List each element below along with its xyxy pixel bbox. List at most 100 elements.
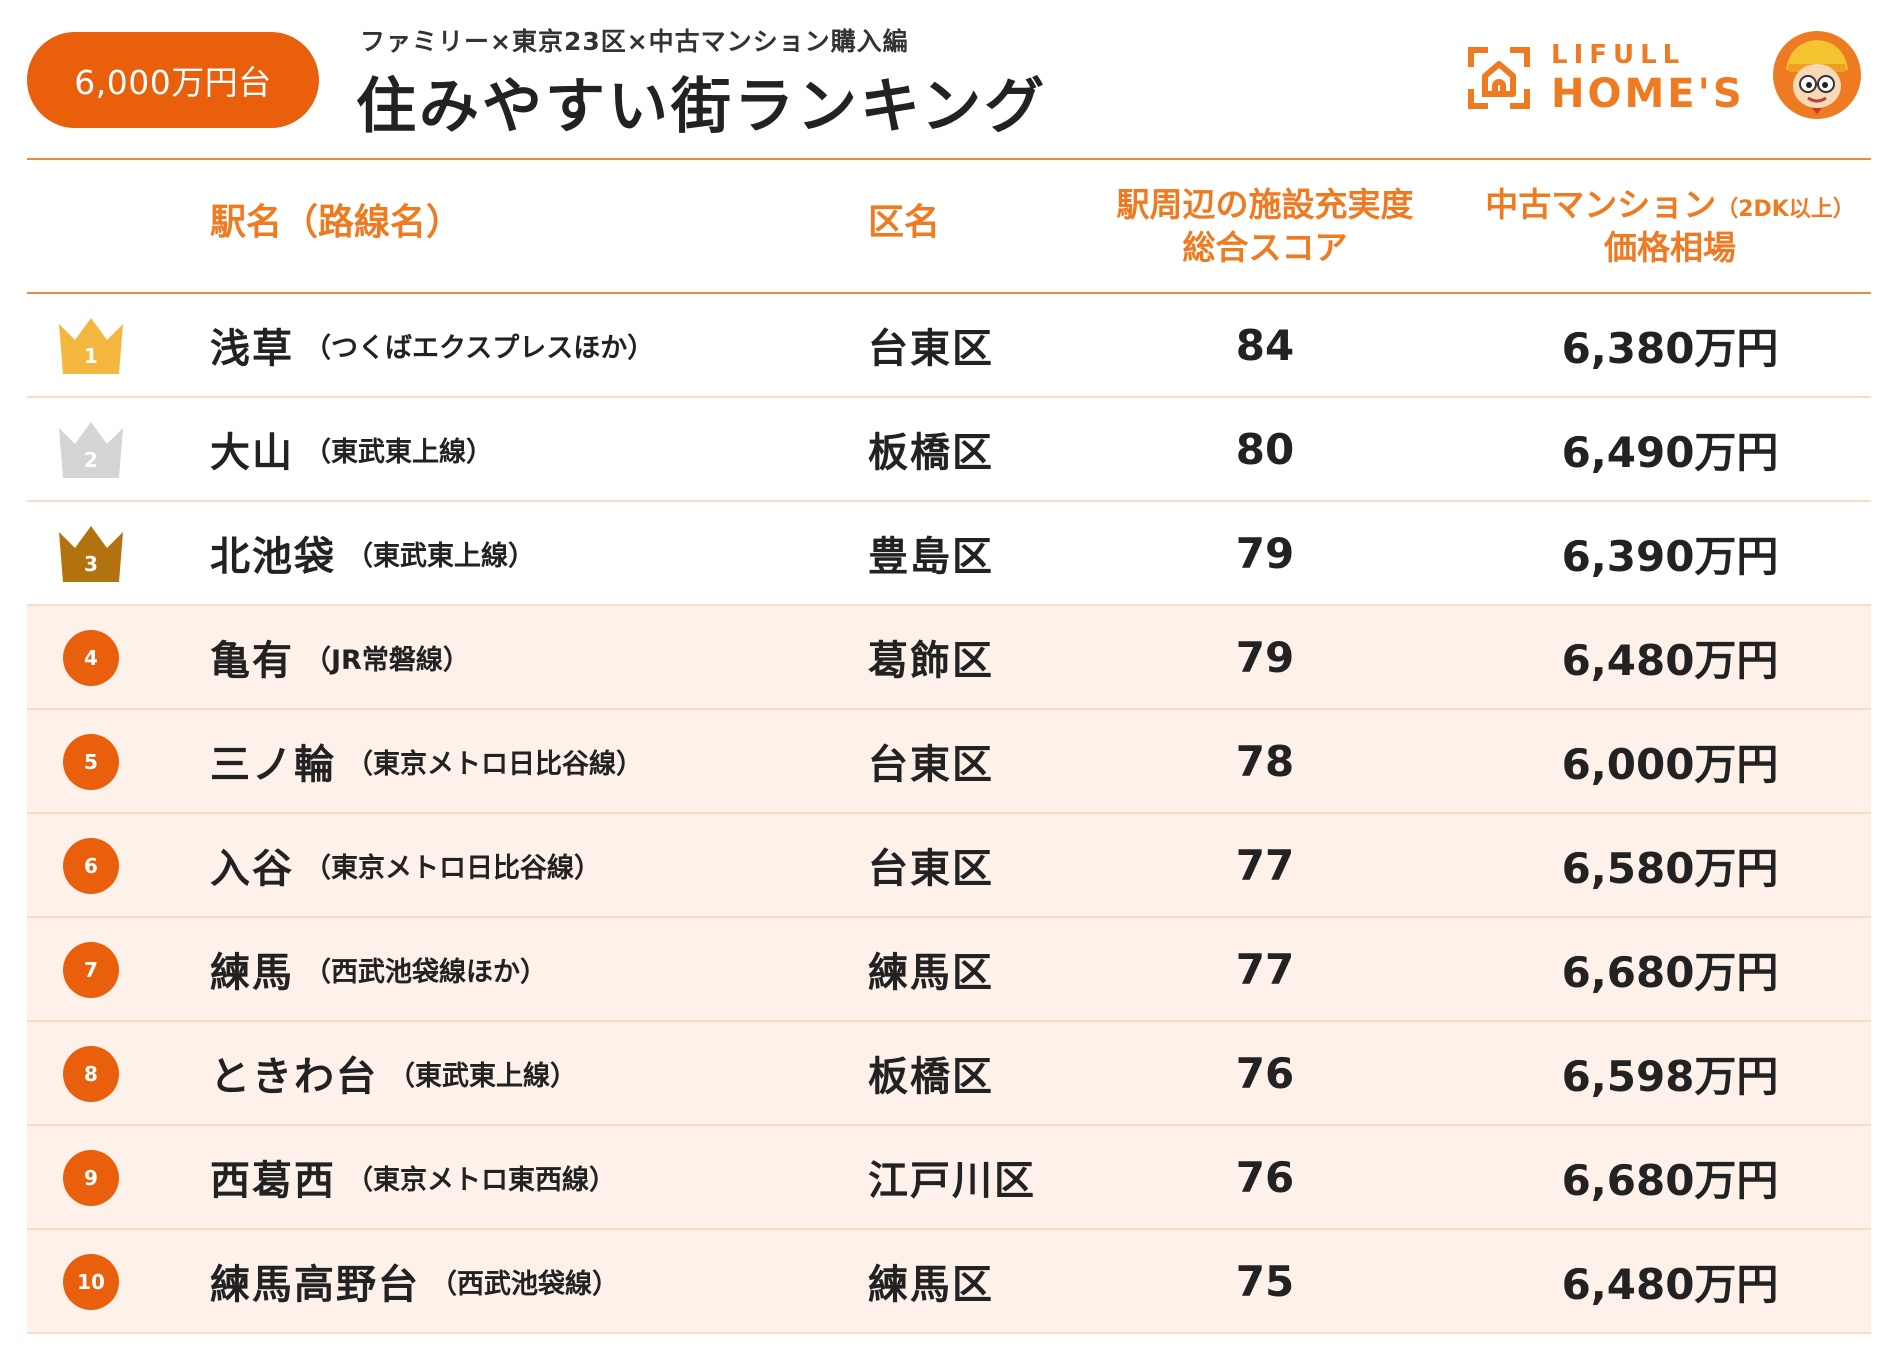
logo-text-homes: HOME'S xyxy=(1551,71,1745,117)
station-cell: 浅草 （つくばエクスプレスほか） xyxy=(210,294,654,396)
station-cell: 大山 （東武東上線） xyxy=(210,398,493,500)
ward-name: 豊島区 xyxy=(868,534,994,580)
facility-score: 77 xyxy=(1235,944,1295,994)
railway-line: （東京メトロ東西線） xyxy=(346,1164,616,1196)
rank-marker: 9 xyxy=(55,1146,127,1210)
ward-name: 葛飾区 xyxy=(868,638,994,684)
column-header-score-line1: 駅周辺の施設充実度 xyxy=(1116,185,1414,224)
rank-marker: 8 xyxy=(55,1042,127,1106)
price-value: 6,598万円 xyxy=(1561,1051,1779,1101)
facility-score: 75 xyxy=(1235,1256,1295,1306)
column-header-price: 中古マンション（2DK以上） 価格相場 xyxy=(1470,184,1870,270)
railway-line: （西武池袋線） xyxy=(430,1268,619,1300)
railway-line: （東武東上線） xyxy=(388,1060,577,1092)
railway-line: （西武池袋線ほか） xyxy=(304,956,547,988)
table-header-divider xyxy=(27,292,1871,294)
rank-marker: 7 xyxy=(55,938,127,1002)
price-range-badge: 6,000万円台 xyxy=(27,32,319,128)
rank-marker: 2 xyxy=(55,418,127,482)
column-header-score-line2: 総合スコア xyxy=(1182,227,1348,267)
rank-marker: 4 xyxy=(55,626,127,690)
table-row: 5 三ノ輪 （東京メトロ日比谷線） 台東区 78 6,000万円 xyxy=(27,710,1871,814)
station-cell: 亀有 （JR常磐線） xyxy=(210,606,470,708)
station-name: 三ノ輪 xyxy=(210,742,336,788)
ward-name: 板橋区 xyxy=(868,1054,994,1100)
facility-score: 84 xyxy=(1235,320,1295,370)
station-cell: 練馬高野台 （西武池袋線） xyxy=(210,1230,619,1332)
price-value: 6,480万円 xyxy=(1561,1259,1779,1309)
station-cell: 入谷 （東京メトロ日比谷線） xyxy=(210,814,601,916)
station-name: 入谷 xyxy=(210,846,294,892)
ward-name: 台東区 xyxy=(868,846,994,892)
header-divider xyxy=(27,158,1871,160)
mascot-icon xyxy=(1773,31,1861,119)
facility-score: 77 xyxy=(1235,840,1295,890)
crown-rank-number: 2 xyxy=(84,448,98,472)
page-subtitle: ファミリー×東京23区×中古マンション購入編 xyxy=(360,27,909,56)
rank-marker: 6 xyxy=(55,834,127,898)
price-value: 6,000万円 xyxy=(1561,739,1779,789)
crown-rank-number: 3 xyxy=(84,552,98,576)
column-header-price-note: （2DK以上） xyxy=(1716,197,1855,222)
column-header-score: 駅周辺の施設充実度 総合スコア xyxy=(1100,184,1430,270)
table-row: 1 浅草 （つくばエクスプレスほか） 台東区 84 6,380万円 xyxy=(27,294,1871,398)
rank-marker: 10 xyxy=(55,1250,127,1314)
railway-line: （東武東上線） xyxy=(346,540,535,572)
station-cell: 三ノ輪 （東京メトロ日比谷線） xyxy=(210,710,643,812)
crown-icon: 2 xyxy=(55,418,127,482)
ward-name: 台東区 xyxy=(868,326,994,372)
table-row: 8 ときわ台 （東武東上線） 板橋区 76 6,598万円 xyxy=(27,1022,1871,1126)
facility-score: 79 xyxy=(1235,632,1295,682)
station-name: ときわ台 xyxy=(210,1054,378,1100)
rank-marker: 1 xyxy=(55,314,127,378)
rank-marker: 3 xyxy=(55,522,127,586)
station-name: 北池袋 xyxy=(210,534,336,580)
price-value: 6,490万円 xyxy=(1561,427,1779,477)
station-name: 練馬 xyxy=(210,950,294,996)
logo-text-lifull: LIFULL xyxy=(1551,40,1686,70)
rank-marker: 5 xyxy=(55,730,127,794)
railway-line: （つくばエクスプレスほか） xyxy=(304,332,655,364)
price-value: 6,680万円 xyxy=(1561,1155,1779,1205)
rank-badge: 7 xyxy=(63,942,119,998)
railway-line: （JR常磐線） xyxy=(304,644,470,676)
ward-name: 練馬区 xyxy=(868,950,994,996)
facility-score: 76 xyxy=(1235,1048,1295,1098)
station-name: 浅草 xyxy=(210,326,294,372)
crown-rank-number: 1 xyxy=(84,344,98,368)
station-cell: 練馬 （西武池袋線ほか） xyxy=(210,918,547,1020)
rank-badge: 8 xyxy=(63,1046,119,1102)
ward-name: 板橋区 xyxy=(868,430,994,476)
facility-score: 80 xyxy=(1235,424,1295,474)
price-value: 6,580万円 xyxy=(1561,843,1779,893)
station-cell: ときわ台 （東武東上線） xyxy=(210,1022,577,1124)
ranking-table: 1 浅草 （つくばエクスプレスほか） 台東区 84 6,380万円 2 大山 （東武東上線） 板橋… xyxy=(27,294,1871,1334)
station-cell: 北池袋 （東武東上線） xyxy=(210,502,535,604)
facility-score: 76 xyxy=(1235,1152,1295,1202)
rank-badge: 5 xyxy=(63,734,119,790)
railway-line: （東京メトロ日比谷線） xyxy=(304,852,601,884)
column-header-price-line2: 価格相場 xyxy=(1604,227,1736,267)
column-header-ward: 区名 xyxy=(868,202,941,243)
rank-badge: 6 xyxy=(63,838,119,894)
ward-name: 江戸川区 xyxy=(868,1158,1036,1204)
table-row: 6 入谷 （東京メトロ日比谷線） 台東区 77 6,580万円 xyxy=(27,814,1871,918)
ward-name: 練馬区 xyxy=(868,1262,994,1308)
facility-score: 79 xyxy=(1235,528,1295,578)
facility-score: 78 xyxy=(1235,736,1295,786)
ward-name: 台東区 xyxy=(868,742,994,788)
price-value: 6,680万円 xyxy=(1561,947,1779,997)
crown-icon: 1 xyxy=(55,314,127,378)
table-row: 10 練馬高野台 （西武池袋線） 練馬区 75 6,480万円 xyxy=(27,1230,1871,1334)
station-name: 練馬高野台 xyxy=(210,1262,420,1308)
column-header-station: 駅名（路線名） xyxy=(210,202,463,243)
railway-line: （東京メトロ日比谷線） xyxy=(346,748,643,780)
table-row: 9 西葛西 （東京メトロ東西線） 江戸川区 76 6,680万円 xyxy=(27,1126,1871,1230)
table-row: 3 北池袋 （東武東上線） 豊島区 79 6,390万円 xyxy=(27,502,1871,606)
rank-badge: 9 xyxy=(63,1150,119,1206)
station-cell: 西葛西 （東京メトロ東西線） xyxy=(210,1126,616,1228)
price-value: 6,390万円 xyxy=(1561,531,1779,581)
station-name: 大山 xyxy=(210,430,294,476)
table-row: 7 練馬 （西武池袋線ほか） 練馬区 77 6,680万円 xyxy=(27,918,1871,1022)
page-title: 住みやすい街ランキング xyxy=(356,72,1048,142)
